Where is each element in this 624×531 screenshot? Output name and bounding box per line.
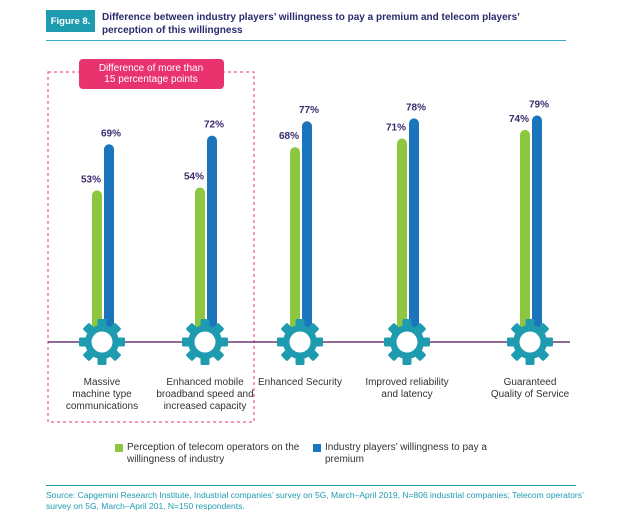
category-label-line: communications bbox=[66, 401, 138, 412]
legend-swatch-perception bbox=[115, 444, 123, 452]
legend-swatch-willingness bbox=[313, 444, 321, 452]
bar-perception bbox=[520, 129, 530, 343]
category-label-line: Quality of Service bbox=[491, 389, 570, 400]
category-label-line: Enhanced Security bbox=[258, 377, 342, 388]
category-label: Massive machine type communications bbox=[66, 377, 138, 412]
category-label: Guaranteed Quality of Service bbox=[491, 377, 570, 400]
data-label: 77% bbox=[299, 105, 319, 116]
gear-icon bbox=[182, 319, 228, 365]
data-label: 54% bbox=[184, 171, 204, 182]
category-label-line: Massive bbox=[84, 377, 121, 388]
gear-icon bbox=[277, 319, 323, 365]
gear-icon bbox=[79, 319, 125, 365]
category-label-line: broadband speed and bbox=[156, 389, 253, 400]
gear-icon bbox=[384, 319, 430, 365]
legend-label-perception: Perception of telecom operators on the w… bbox=[127, 442, 300, 465]
category-label-line: Improved reliability bbox=[365, 377, 448, 388]
source-note: Source: Capgemini Research Institute, In… bbox=[46, 490, 584, 511]
data-label: 79% bbox=[529, 99, 549, 110]
data-label: 78% bbox=[406, 102, 426, 113]
category-label: Improved reliability and latency bbox=[365, 377, 448, 400]
highlight-label: Difference of more than 15 percentage poi… bbox=[99, 63, 203, 85]
bar-willingness bbox=[302, 121, 312, 344]
category-label: Enhanced Security bbox=[258, 377, 342, 388]
figure-badge: Figure 8. bbox=[46, 10, 95, 32]
highlight-label-line: Difference of more than bbox=[99, 63, 203, 74]
gear-hole bbox=[194, 331, 216, 353]
gear-hole bbox=[289, 331, 311, 353]
gear-icon bbox=[507, 319, 553, 365]
data-label: 68% bbox=[279, 131, 299, 142]
highlight-label-line: 15 percentage points bbox=[104, 74, 197, 85]
gear-hole bbox=[91, 331, 113, 353]
figure-title: Difference between industry players’ wil… bbox=[102, 12, 520, 36]
bar-willingness bbox=[104, 144, 114, 343]
source-divider bbox=[46, 485, 576, 486]
data-label: 53% bbox=[81, 174, 101, 185]
category-label-line: increased capacity bbox=[164, 401, 247, 412]
bar-willingness bbox=[532, 115, 542, 343]
bar-willingness bbox=[409, 118, 419, 343]
gear-hole bbox=[396, 331, 418, 353]
gear-hole bbox=[519, 331, 541, 353]
figure-header: Figure 8. Difference between industry pl… bbox=[46, 10, 566, 41]
bar-willingness bbox=[207, 135, 217, 343]
bar-perception bbox=[92, 190, 102, 343]
category-label-line: machine type bbox=[72, 389, 132, 400]
category-label: Enhanced mobile broadband speed and increa… bbox=[156, 377, 253, 412]
data-label: 69% bbox=[101, 128, 121, 139]
bar-perception bbox=[195, 187, 205, 343]
category-label-line: Guaranteed bbox=[504, 377, 557, 388]
legend-label-willingness: Industry players’ willingness to pay a p… bbox=[325, 442, 487, 465]
bar-perception bbox=[397, 138, 407, 343]
data-label: 72% bbox=[204, 120, 224, 131]
data-label: 71% bbox=[386, 123, 406, 134]
data-label: 74% bbox=[509, 114, 529, 125]
highlight-callout bbox=[79, 59, 224, 89]
bar-perception bbox=[290, 147, 300, 343]
category-label-line: and latency bbox=[381, 389, 432, 400]
category-label-line: Enhanced mobile bbox=[166, 377, 244, 388]
